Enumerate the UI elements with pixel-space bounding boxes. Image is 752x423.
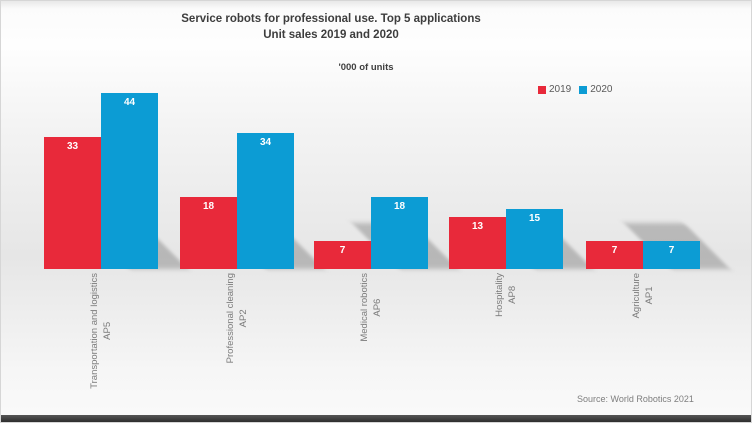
bottom-edge-bar: [1, 415, 751, 422]
x-axis-label-AP1: Agriculture AP1: [631, 273, 655, 319]
chart-title: Service robots for professional use. Top…: [1, 12, 661, 43]
x-axis-label-AP2: Professional cleaning AP2: [225, 273, 249, 364]
bar-value-label: 34: [259, 137, 272, 148]
bar-value-label: 44: [123, 97, 136, 108]
legend-label-2019: 2019: [549, 84, 572, 95]
bar-2020-AP5: [101, 93, 158, 269]
bar-value-label: 18: [393, 201, 406, 212]
bar-2019-AP6: [314, 241, 371, 269]
bar-2019-AP1: [586, 241, 643, 269]
bar-value-label: 15: [528, 213, 541, 224]
bar-value-label: 7: [611, 245, 618, 256]
bar-value-label: 18: [202, 201, 215, 212]
legend-item-2019: 2019: [538, 84, 571, 95]
chart-title-line2: Unit sales 2019 and 2020: [263, 28, 399, 41]
bar-2019-AP8: [449, 217, 506, 269]
bar-value-label: 33: [66, 141, 79, 152]
chart-title-line1: Service robots for professional use. Top…: [181, 13, 481, 25]
source-note: Source: World Robotics 2021: [577, 394, 694, 404]
bar-2020-AP6: [371, 197, 428, 269]
x-axis-label-AP5: Transportation and logistics AP5: [89, 273, 113, 389]
legend-label-2020: 2020: [590, 84, 613, 95]
bar-2019-AP5: [44, 137, 101, 269]
legend-item-2020: 2020: [579, 84, 613, 95]
bar-2020-AP1: [643, 241, 700, 269]
legend-swatch-2019-icon: [538, 85, 546, 94]
bar-value-label: 13: [471, 221, 484, 232]
legend-swatch-2020-icon: [579, 85, 588, 94]
bar-value-label: 7: [339, 245, 346, 256]
chart-subtitle: '000 of units: [338, 62, 394, 73]
legend: 2019 2020: [538, 84, 621, 95]
x-axis-label-AP8: Hospitality AP8: [494, 273, 518, 317]
x-axis-label-AP6: Medical robotics AP6: [359, 273, 383, 342]
bar-2020-AP8: [506, 209, 563, 269]
bar-value-label: 7: [668, 245, 675, 256]
bar-2019-AP2: [180, 197, 237, 269]
bar-2020-AP2: [237, 133, 294, 269]
